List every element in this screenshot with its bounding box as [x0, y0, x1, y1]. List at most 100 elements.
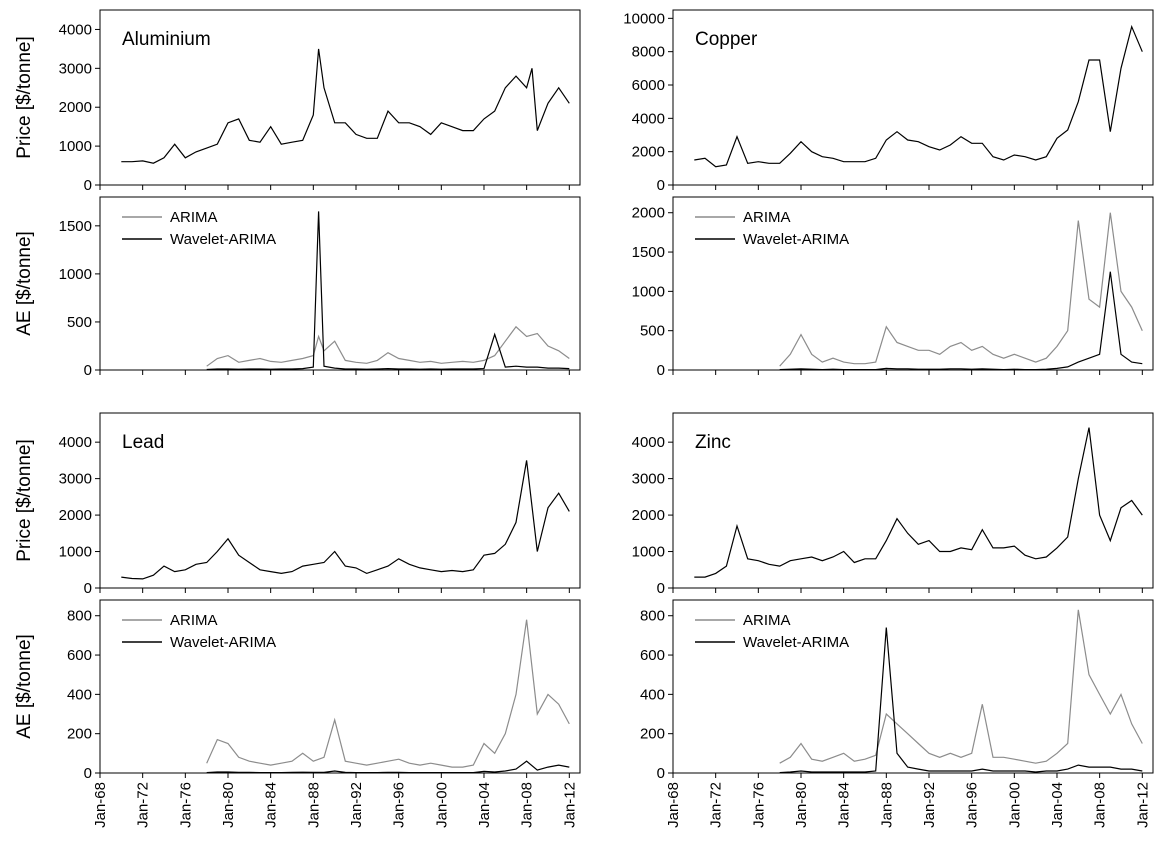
- y-axis-label: Price [$/tonne]: [14, 439, 35, 562]
- panel-title: Aluminium: [122, 29, 211, 50]
- panel-title: Copper: [695, 29, 758, 50]
- y-tick-label: 1000: [632, 544, 665, 561]
- y-tick-label: 200: [640, 726, 665, 743]
- y-tick-label: 3000: [59, 471, 92, 488]
- y-tick-label: 1000: [59, 266, 92, 283]
- panel: 0 200 400 600 800 Jan-68 Jan-72 Jan-76 Jan-80 Jan…: [14, 599, 581, 828]
- panel: 0 1000 2000 3000 4000 Price [$/tonne] Aluminiu…: [14, 9, 581, 194]
- x-tick-label: Jan-72: [708, 782, 725, 828]
- panel: 0 500 1000 1500 AE [$/tonne] ARIMA Wavelet-ARI…: [14, 196, 581, 379]
- y-tick-label: 1000: [59, 138, 92, 155]
- y-tick-label: 4000: [59, 434, 92, 451]
- y-tick-label: 2000: [632, 144, 665, 161]
- x-tick-label: Jan-80: [220, 782, 237, 828]
- y-tick-label: 0: [657, 580, 665, 597]
- x-tick-label: Jan-76: [177, 782, 194, 828]
- legend-label: Wavelet-ARIMA: [170, 634, 276, 651]
- y-tick-label: 0: [84, 362, 92, 379]
- y-tick-label: 0: [84, 765, 92, 782]
- x-tick-label: Jan-84: [836, 782, 853, 828]
- x-tick-label: Jan-00: [1006, 782, 1023, 828]
- panel: 0 1000 2000 3000 4000 Price [$/tonne] Lead: [14, 412, 581, 597]
- y-tick-label: 500: [640, 323, 665, 340]
- y-tick-label: 2000: [632, 205, 665, 222]
- y-tick-label: 2000: [632, 507, 665, 524]
- legend-label: ARIMA: [743, 612, 791, 629]
- y-axis-label: Price [$/tonne]: [14, 36, 35, 159]
- y-tick-label: 0: [84, 177, 92, 194]
- legend-label: Wavelet-ARIMA: [170, 231, 276, 248]
- panel-title: Zinc: [695, 432, 731, 453]
- plot-frame: [672, 196, 1154, 371]
- x-tick-label: Jan-72: [135, 782, 152, 828]
- y-tick-label: 2000: [59, 507, 92, 524]
- y-tick-label: 4000: [632, 434, 665, 451]
- x-tick-label: Jan-88: [878, 782, 895, 828]
- legend-label: Wavelet-ARIMA: [743, 231, 849, 248]
- price-line: [121, 460, 570, 580]
- y-tick-label: 600: [67, 647, 92, 664]
- plot-frame: [672, 9, 1154, 186]
- y-tick-label: 800: [67, 608, 92, 625]
- x-tick-label: Jan-88: [305, 782, 322, 828]
- y-tick-label: 1500: [632, 244, 665, 261]
- series-line: [779, 609, 1143, 764]
- legend-label: ARIMA: [170, 612, 218, 629]
- price-line: [121, 48, 570, 164]
- y-tick-label: 0: [657, 362, 665, 379]
- y-tick-label: 3000: [59, 60, 92, 77]
- panel: 0 200 400 600 800 Jan-68 Jan-72 Jan-76 Jan-80 Jan…: [640, 599, 1154, 828]
- plot-frame: [99, 412, 581, 589]
- series-line: [779, 627, 1143, 774]
- x-tick-label: Jan-84: [263, 782, 280, 828]
- y-tick-label: 0: [84, 580, 92, 597]
- panel: 0 500 1000 1500 2000 ARIMA Wavelet-ARIMA: [632, 196, 1154, 379]
- y-tick-label: 2000: [59, 99, 92, 116]
- panel-title: Lead: [122, 432, 164, 453]
- legend-label: Wavelet-ARIMA: [743, 634, 849, 651]
- plot-frame: [672, 599, 1154, 774]
- legend-label: ARIMA: [743, 209, 791, 226]
- series-line: [206, 211, 570, 371]
- series-line: [779, 271, 1143, 371]
- x-tick-label: Jan-68: [665, 782, 682, 828]
- x-tick-label: Jan-08: [1092, 782, 1109, 828]
- y-tick-label: 800: [640, 608, 665, 625]
- y-tick-label: 4000: [632, 110, 665, 127]
- y-tick-label: 400: [640, 686, 665, 703]
- x-tick-label: Jan-68: [92, 782, 109, 828]
- y-tick-label: 1500: [59, 218, 92, 235]
- plot-frame: [99, 196, 581, 371]
- y-tick-label: 400: [67, 686, 92, 703]
- y-tick-label: 0: [657, 765, 665, 782]
- panel: 0 1000 2000 3000 4000 Zinc: [632, 412, 1154, 597]
- y-tick-label: 4000: [59, 21, 92, 38]
- y-tick-label: 200: [67, 726, 92, 743]
- legend-label: ARIMA: [170, 209, 218, 226]
- x-tick-label: Jan-04: [476, 782, 493, 828]
- series-line: [779, 212, 1143, 367]
- x-tick-label: Jan-76: [750, 782, 767, 828]
- y-tick-label: 500: [67, 314, 92, 331]
- y-tick-label: 1000: [59, 544, 92, 561]
- y-tick-label: 0: [657, 177, 665, 194]
- plot-frame: [99, 9, 581, 186]
- y-axis-label: AE [$/tonne]: [14, 231, 35, 336]
- x-tick-label: Jan-04: [1049, 782, 1066, 828]
- plot-frame: [99, 599, 581, 774]
- x-tick-label: Jan-08: [519, 782, 536, 828]
- y-tick-label: 6000: [632, 77, 665, 94]
- y-tick-label: 1000: [632, 283, 665, 300]
- price-line: [694, 427, 1143, 578]
- price-line: [694, 24, 1143, 168]
- x-tick-label: Jan-92: [921, 782, 938, 828]
- plot-frame: [672, 412, 1154, 589]
- x-tick-label: Jan-12: [1134, 782, 1151, 828]
- y-tick-label: 8000: [632, 44, 665, 61]
- x-tick-label: Jan-80: [793, 782, 810, 828]
- series-line: [206, 325, 570, 367]
- x-tick-label: Jan-96: [964, 782, 981, 828]
- series-line: [206, 619, 570, 768]
- x-tick-label: Jan-92: [348, 782, 365, 828]
